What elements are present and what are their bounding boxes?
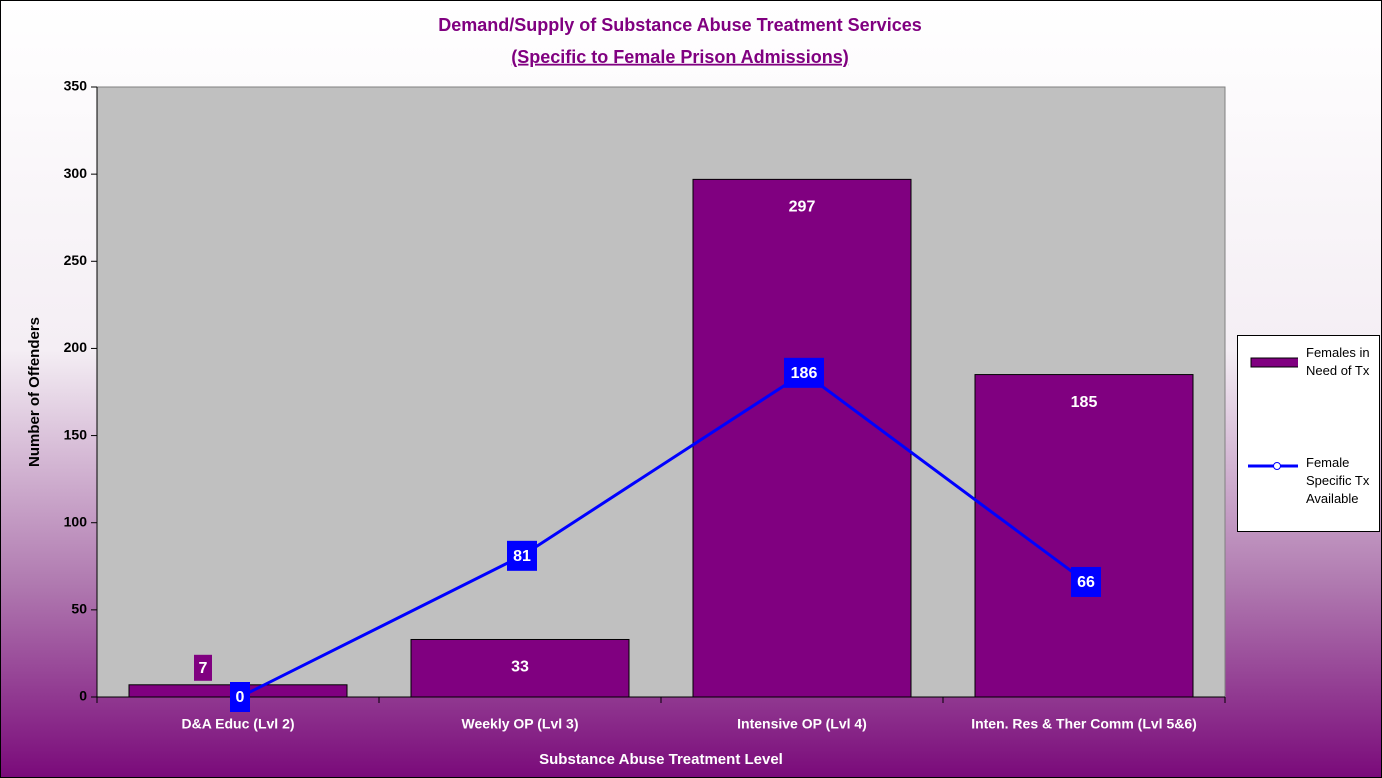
bar-label: 185 bbox=[1071, 394, 1098, 411]
x-tick-label: Intensive OP (Lvl 4) bbox=[737, 716, 867, 732]
line-label-box bbox=[230, 682, 250, 712]
legend-keys bbox=[1248, 357, 1298, 470]
bar-label: 7 bbox=[199, 660, 208, 677]
line-label-box bbox=[1071, 566, 1101, 597]
chart-subtitle: (Specific to Female Prison Admissions) bbox=[511, 47, 848, 67]
y-tick-label: 150 bbox=[64, 426, 88, 442]
y-tick-label: 350 bbox=[64, 78, 88, 94]
y-tick-label: 200 bbox=[64, 339, 88, 355]
bar-label: 297 bbox=[789, 199, 816, 216]
line-label: 66 bbox=[1077, 574, 1095, 591]
y-axis-title: Number of Offenders bbox=[26, 317, 43, 467]
x-axis-title: Substance Abuse Treatment Level bbox=[539, 751, 783, 768]
line-label-box bbox=[784, 357, 824, 388]
line-label: 0 bbox=[236, 689, 245, 706]
line-label-box bbox=[507, 540, 537, 571]
bar bbox=[692, 178, 912, 698]
legend-key-bar bbox=[1250, 357, 1298, 368]
bar-label: 33 bbox=[511, 659, 529, 676]
x-tick-label: Inten. Res & Ther Comm (Lvl 5&6) bbox=[971, 716, 1197, 732]
x-tick-label: D&A Educ (Lvl 2) bbox=[181, 716, 294, 732]
bar bbox=[410, 638, 630, 698]
y-tick-label: 100 bbox=[64, 513, 88, 529]
y-tick-label: 250 bbox=[64, 252, 88, 268]
legend-label: Females in Need of Tx bbox=[1306, 345, 1370, 378]
line-label: 81 bbox=[513, 548, 531, 565]
y-tick-label: 300 bbox=[64, 165, 88, 181]
bar-label-box bbox=[194, 654, 212, 681]
line bbox=[239, 371, 1087, 699]
legend-label: Female Specific Tx Available bbox=[1306, 455, 1370, 506]
line-label: 186 bbox=[791, 365, 818, 382]
y-tick-label: 0 bbox=[79, 688, 87, 704]
y-tick-label: 50 bbox=[71, 601, 87, 617]
legend: Females in Need of Tx Female Specific Tx… bbox=[1237, 335, 1380, 532]
x-tick-label: Weekly OP (Lvl 3) bbox=[462, 716, 579, 732]
legend-key-marker bbox=[1273, 462, 1281, 470]
chart-title: Demand/Supply of Substance Abuse Treatme… bbox=[438, 15, 921, 35]
bar bbox=[974, 374, 1194, 698]
